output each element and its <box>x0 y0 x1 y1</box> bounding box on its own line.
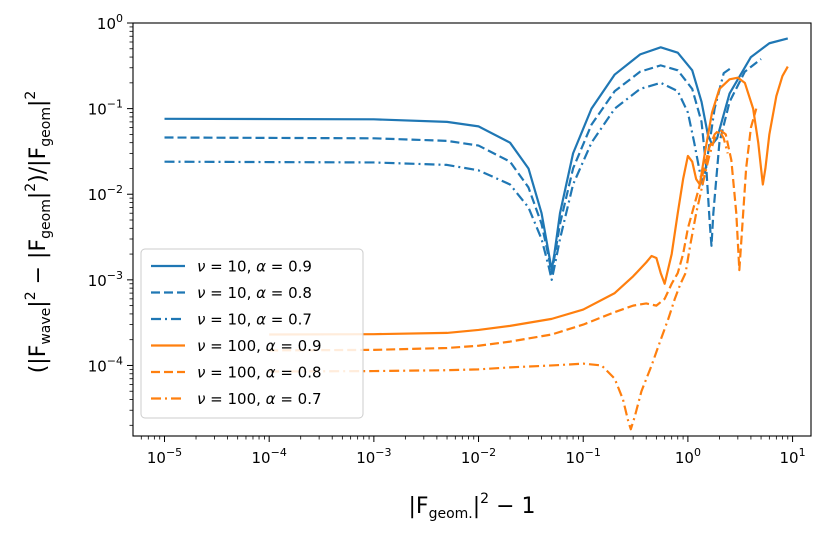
series-line-0 <box>164 37 789 272</box>
x-tick-label: 10−2 <box>461 446 496 467</box>
series-line-3 <box>269 66 789 336</box>
legend-entry-label: ν = 100, α = 0.8 <box>197 364 322 382</box>
legend-entry-label: ν = 10, α = 0.8 <box>197 284 312 302</box>
legend-entry-label: ν = 10, α = 0.9 <box>197 258 312 276</box>
y-tick-label: 10−1 <box>88 98 123 119</box>
x-tick-label: 100 <box>675 446 701 467</box>
y-axis-label: (|Fwave|2 − |Fgeom|2)/|Fgeom|2 <box>23 91 54 374</box>
series-line-2 <box>164 66 732 281</box>
x-tick-label: 10−4 <box>252 446 287 467</box>
series-layer <box>164 37 789 431</box>
x-tick-label: 10−3 <box>356 446 391 467</box>
x-tick-label: 101 <box>780 446 806 467</box>
series-line-4 <box>269 108 758 352</box>
x-tick-label: 10−5 <box>147 446 182 467</box>
legend-entry-label: ν = 10, α = 0.7 <box>197 311 312 329</box>
y-tick-label: 100 <box>97 12 123 33</box>
x-tick-label: 10−1 <box>566 446 601 467</box>
legend-entry-label: ν = 100, α = 0.9 <box>197 337 322 355</box>
tick-layer: 10−5 10−4 10−3 10−2 10−1 100 101 10−4 10−3 10−2 10… <box>88 12 806 467</box>
y-tick-label: 10−3 <box>88 269 123 290</box>
y-tick-label: 10−2 <box>88 183 123 204</box>
legend-entry-label: ν = 100, α = 0.7 <box>197 390 322 408</box>
y-tick-label: 10−4 <box>88 354 123 375</box>
plot-frame <box>132 22 812 437</box>
legend: ν = 10, α = 0.9 ν = 10, α = 0.8 ν = 10, α … <box>140 248 364 419</box>
legend-box <box>140 248 364 419</box>
x-axis-label: |Fgeom.|2 − 1 <box>409 491 536 522</box>
series-line-1 <box>164 58 762 275</box>
series-line-5 <box>269 129 729 431</box>
